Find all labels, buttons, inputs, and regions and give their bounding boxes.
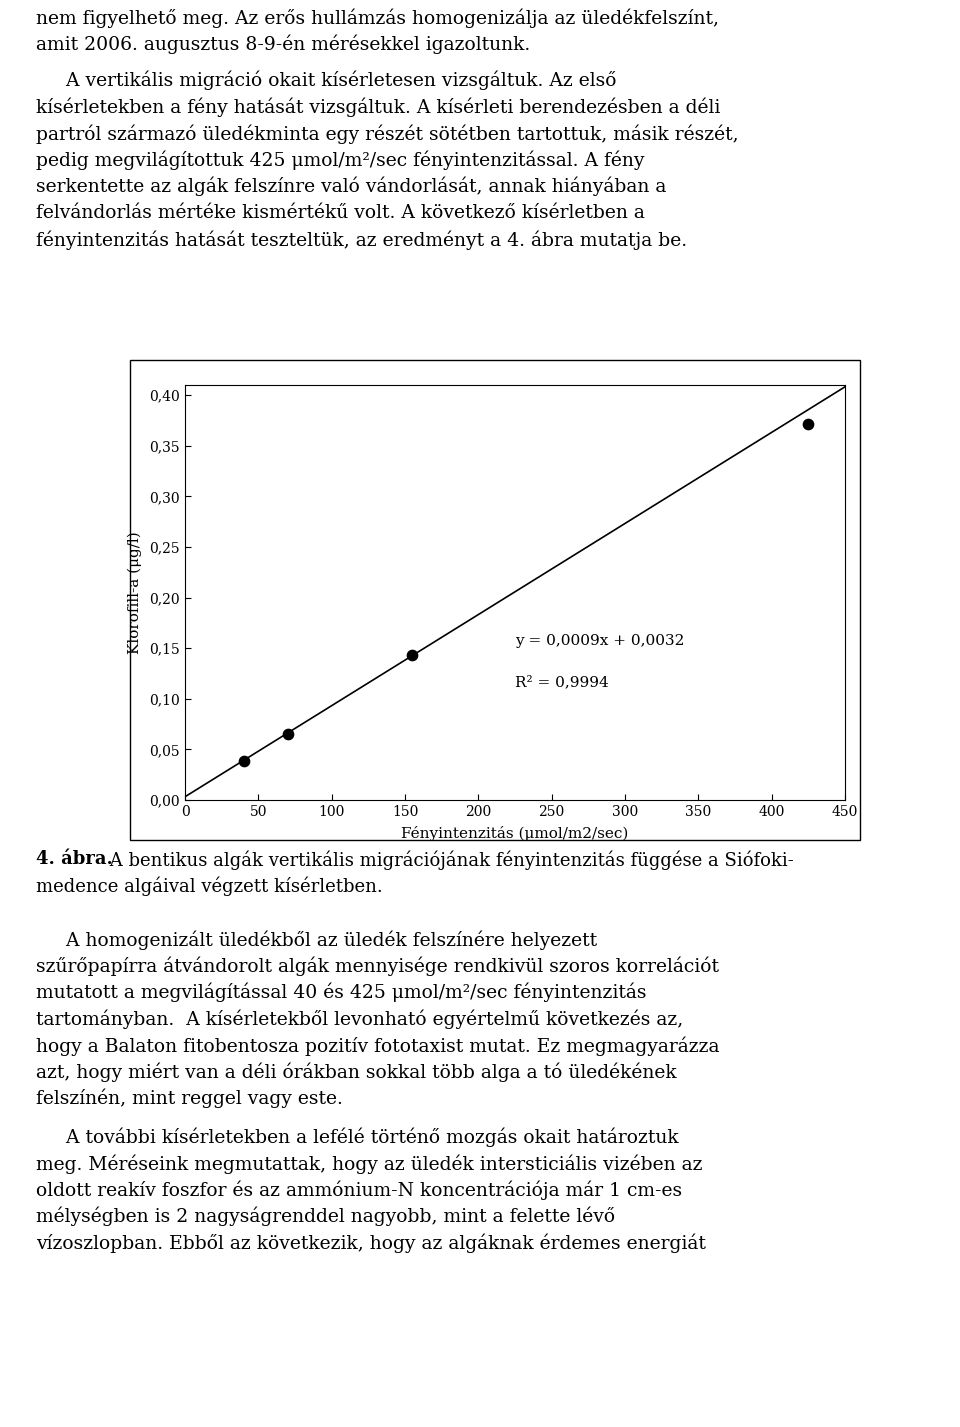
X-axis label: Fényintenzitás (μmol/m2/sec): Fényintenzitás (μmol/m2/sec) bbox=[401, 826, 629, 841]
Text: meg. Méréseink megmutattak, hogy az üledék intersticiális vizében az: meg. Méréseink megmutattak, hogy az üled… bbox=[36, 1154, 703, 1173]
Y-axis label: Klorofill-a (μg/l): Klorofill-a (μg/l) bbox=[128, 531, 142, 654]
Text: kísérletekben a fény hatását vizsgáltuk. A kísérleti berendezésben a déli: kísérletekben a fény hatását vizsgáltuk.… bbox=[36, 97, 720, 117]
Text: vízoszlopban. Ebből az következik, hogy az algáknak érdemes energiát: vízoszlopban. Ebből az következik, hogy … bbox=[36, 1233, 706, 1253]
Text: serkentette az algák felszínre való vándorlását, annak hiányában a: serkentette az algák felszínre való vánd… bbox=[36, 177, 666, 197]
Text: A bentikus algák vertikális migrációjának fényintenzitás függése a Siófoki-: A bentikus algák vertikális migrációjána… bbox=[104, 850, 794, 869]
Text: A vertikális migráció okait kísérletesen vizsgáltuk. Az első: A vertikális migráció okait kísérletesen… bbox=[36, 71, 616, 90]
Text: oldott reakív foszfor és az ammónium-N koncentrációja már 1 cm-es: oldott reakív foszfor és az ammónium-N k… bbox=[36, 1180, 683, 1200]
Text: tartományban.  A kísérletekből levonható egyértelmű következés az,: tartományban. A kísérletekből levonható … bbox=[36, 1009, 684, 1029]
Text: partról származó üledékminta egy részét sötétben tartottuk, másik részét,: partról származó üledékminta egy részét … bbox=[36, 124, 738, 144]
Text: 4. ábra.: 4. ábra. bbox=[36, 850, 113, 868]
Point bbox=[801, 412, 816, 435]
Text: mélységben is 2 nagyságrenddel nagyobb, mint a felette lévő: mélységben is 2 nagyságrenddel nagyobb, … bbox=[36, 1207, 615, 1226]
Point bbox=[236, 749, 252, 772]
Text: amit 2006. augusztus 8-9-én mérésekkel igazoltunk.: amit 2006. augusztus 8-9-én mérésekkel i… bbox=[36, 34, 530, 54]
Text: medence algáival végzett kísérletben.: medence algáival végzett kísérletben. bbox=[36, 876, 383, 896]
Text: A homogenizált üledékből az üledék felszínére helyezett: A homogenizált üledékből az üledék felsz… bbox=[36, 930, 597, 949]
Text: fényintenzitás hatását teszteltük, az eredményt a 4. ábra mutatja be.: fényintenzitás hatását teszteltük, az er… bbox=[36, 230, 687, 250]
Text: szűrőpapírra átvándorolt algák mennyisége rendkivül szoros korrelációt: szűrőpapírra átvándorolt algák mennyiség… bbox=[36, 956, 719, 976]
Text: y = 0,0009x + 0,0032: y = 0,0009x + 0,0032 bbox=[515, 634, 684, 648]
Text: hogy a Balaton fitobentosza pozitív fototaxist mutat. Ez megmagyarázza: hogy a Balaton fitobentosza pozitív foto… bbox=[36, 1036, 719, 1056]
Point bbox=[405, 644, 420, 666]
Text: mutatott a megvilágítással 40 és 425 μmol/m²/sec fényintenzitás: mutatott a megvilágítással 40 és 425 μmo… bbox=[36, 983, 646, 1003]
Point bbox=[280, 723, 296, 746]
Text: nem figyelhető meg. Az erős hullámzás homogenizálja az üledékfelszínt,: nem figyelhető meg. Az erős hullámzás ho… bbox=[36, 9, 719, 27]
Text: felvándorlás mértéke kismértékű volt. A következő kísérletben a: felvándorlás mértéke kismértékű volt. A … bbox=[36, 204, 645, 221]
Text: A további kísérletekben a lefélé történő mozgás okait határoztuk: A további kísérletekben a lefélé történő… bbox=[36, 1127, 679, 1147]
Text: R² = 0,9994: R² = 0,9994 bbox=[515, 675, 609, 689]
Text: felszínén, mint reggel vagy este.: felszínén, mint reggel vagy este. bbox=[36, 1089, 343, 1109]
Text: pedig megvilágítottuk 425 μmol/m²/sec fényintenzitással. A fény: pedig megvilágítottuk 425 μmol/m²/sec fé… bbox=[36, 150, 644, 170]
Text: azt, hogy miért van a déli órákban sokkal több alga a tó üledékének: azt, hogy miért van a déli órákban sokka… bbox=[36, 1063, 677, 1082]
